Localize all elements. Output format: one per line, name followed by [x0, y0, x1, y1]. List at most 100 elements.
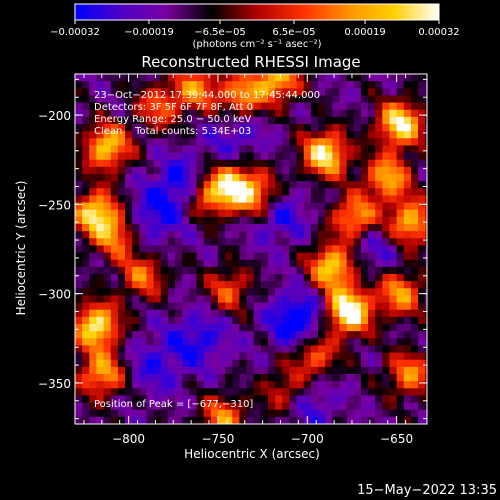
- heatmap-cell: [232, 381, 240, 389]
- heatmap-cell: [425, 116, 427, 125]
- heatmap-cell: [232, 209, 240, 218]
- heatmap-cell: [275, 331, 283, 339]
- heatmap-cell: [175, 81, 183, 89]
- x-tick-label: −700: [291, 432, 324, 446]
- heatmap-cell: [403, 102, 412, 111]
- heatmap-cell: [146, 238, 155, 246]
- heatmap-cell: [339, 95, 347, 103]
- heatmap-cell: [275, 345, 283, 353]
- heatmap-cells: [75, 74, 427, 424]
- heatmap-cell: [375, 416, 383, 424]
- heatmap-cell: [425, 102, 427, 111]
- heatmap-cell: [346, 88, 355, 96]
- heatmap-cell: [189, 266, 197, 275]
- colorbar-tick-label: −6.5e−05: [194, 27, 246, 38]
- heatmap-cell: [310, 238, 319, 246]
- heatmap-cell: [153, 309, 162, 318]
- heatmap-cell: [153, 359, 162, 368]
- heatmap-cell: [310, 409, 319, 418]
- heatmap-cell: [146, 295, 155, 303]
- heatmap-cell: [117, 81, 126, 89]
- heatmap-cell: [368, 381, 376, 389]
- detectors-text: Detectors: 3F 5F 6F 7F 8F, Att 0: [94, 102, 253, 113]
- heatmap-cell: [139, 266, 147, 275]
- heatmap-cell: [375, 174, 383, 182]
- heatmap-cell: [389, 395, 398, 403]
- heatmap-cell: [89, 324, 97, 332]
- heatmap-cell: [339, 366, 347, 375]
- heatmap-cell: [318, 345, 326, 353]
- heatmap-cell: [175, 324, 183, 332]
- heatmap-cell: [89, 274, 97, 282]
- heatmap-cell: [196, 216, 205, 225]
- heatmap-cell: [89, 216, 97, 225]
- heatmap-cell: [282, 81, 290, 89]
- heatmap-cell: [153, 252, 162, 261]
- heatmap-cell: [353, 324, 362, 332]
- heatmap-cell: [117, 374, 126, 382]
- heatmap-cell: [396, 331, 405, 339]
- heatmap-cell: [382, 309, 390, 318]
- heatmap-cell: [110, 316, 119, 325]
- heatmap-cell: [418, 359, 426, 368]
- heatmap-cell: [282, 238, 290, 246]
- heatmap-cell: [389, 316, 398, 325]
- heatmap-cell: [75, 409, 83, 418]
- heatmap-cell: [282, 74, 290, 82]
- heatmap-cell: [139, 152, 147, 161]
- heatmap-cell: [196, 316, 205, 325]
- heatmap-cell: [175, 209, 183, 218]
- heatmap-cell: [325, 352, 333, 361]
- heatmap-cell: [203, 202, 212, 211]
- heatmap-cell: [360, 345, 369, 353]
- heatmap-cell: [325, 359, 333, 368]
- heatmap-cell: [225, 409, 233, 418]
- x-axis: −800 −750 −700 −650: [83, 74, 413, 446]
- heatmap-cell: [296, 345, 305, 353]
- heatmap-cell: [210, 316, 219, 325]
- heatmap-cell: [232, 402, 240, 411]
- heatmap-cell: [146, 324, 155, 332]
- heatmap-cell: [110, 259, 119, 268]
- heatmap-cell: [89, 95, 97, 103]
- heatmap-cell: [368, 345, 376, 353]
- heatmap-cell: [210, 281, 219, 289]
- heatmap-cell: [160, 131, 169, 139]
- heatmap-cell: [203, 231, 212, 239]
- heatmap-cell: [210, 145, 219, 153]
- heatmap-cell: [318, 152, 326, 161]
- heatmap-cell: [167, 338, 176, 346]
- heatmap-cell: [260, 309, 269, 318]
- heatmap-cell: [189, 259, 197, 268]
- heatmap-cell: [282, 359, 290, 368]
- heatmap-cell: [217, 295, 226, 303]
- heatmap-cell: [282, 295, 290, 303]
- heatmap-cell: [153, 238, 162, 246]
- heatmap-cell: [389, 109, 398, 118]
- heatmap-cell: [96, 352, 104, 361]
- y-tick-label: −350: [38, 377, 71, 391]
- heatmap-cell: [346, 202, 355, 211]
- heatmap-cell: [125, 88, 133, 96]
- heatmap-cell: [339, 252, 347, 261]
- heatmap-cell: [232, 95, 240, 103]
- heatmap-cell: [410, 116, 419, 125]
- heatmap-cell: [239, 124, 247, 132]
- heatmap-cell: [267, 352, 276, 361]
- heatmap-cell: [89, 366, 97, 375]
- heatmap-cell: [167, 159, 176, 168]
- heatmap-cell: [225, 374, 233, 382]
- heatmap-cell: [175, 145, 183, 153]
- heatmap-cell: [403, 266, 412, 275]
- heatmap-cell: [232, 138, 240, 146]
- heatmap-cell: [418, 159, 426, 168]
- heatmap-cell: [225, 152, 233, 161]
- heatmap-cell: [310, 316, 319, 325]
- heatmap-cell: [132, 145, 140, 153]
- heatmap-cell: [246, 374, 255, 382]
- heatmap-cell: [203, 316, 212, 325]
- heatmap-cell: [346, 138, 355, 146]
- heatmap-cell: [325, 338, 333, 346]
- heatmap-cell: [353, 188, 362, 196]
- heatmap-cell: [167, 152, 176, 161]
